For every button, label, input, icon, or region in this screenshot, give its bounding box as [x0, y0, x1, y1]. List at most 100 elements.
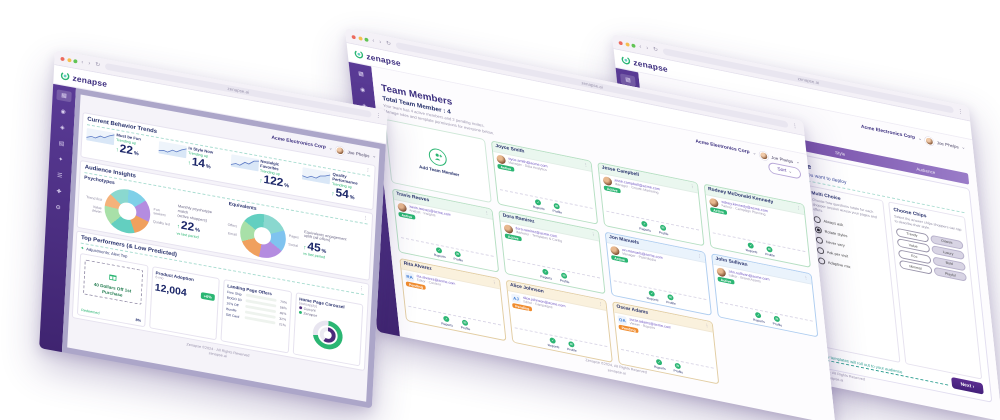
sidebar-item-trends[interactable]: ◉ — [60, 108, 66, 116]
profile-action[interactable]: ✉ Profile — [666, 293, 676, 306]
reports-action[interactable]: ✓ Reports — [441, 315, 454, 329]
profile-action[interactable]: ✉ Profile — [460, 319, 471, 332]
chevron-down-icon: ⌄ — [788, 168, 793, 174]
reports-action[interactable]: ✓ Reports — [547, 337, 560, 350]
reports-action[interactable]: ✓ Reports — [653, 359, 666, 372]
card-more-icon[interactable]: ⋮ — [704, 322, 710, 328]
card-more-icon[interactable]: ⋮ — [491, 278, 497, 285]
sidebar-item-offers[interactable]: ▤ — [58, 140, 65, 148]
reports-action[interactable]: ✓ Reports — [540, 268, 553, 281]
reports-action[interactable]: ✓ Reports — [639, 220, 652, 233]
donut-label: Email — [227, 231, 237, 238]
profile-action[interactable]: ✉ Profile — [772, 315, 783, 327]
user-menu[interactable]: Joe Phelps — [347, 149, 370, 158]
card-more-icon[interactable]: ⋮ — [583, 161, 589, 168]
avatar-initials: OA — [617, 314, 628, 325]
radio-icon[interactable] — [817, 247, 825, 255]
add-team-member-card[interactable]: Add Team Member — [384, 118, 492, 203]
browser-menu-icon[interactable]: ⋮ — [791, 123, 799, 131]
app-header: zenapse — [53, 65, 387, 145]
profile-action[interactable]: ✉ Profile — [453, 250, 464, 263]
forward-icon[interactable]: › — [378, 39, 383, 46]
metric-tile: Must be Fun Trending up ↑ 22% — [85, 127, 153, 166]
browser-menu-icon[interactable]: ⋮ — [375, 113, 382, 120]
card-more-icon[interactable]: ⋮ — [796, 204, 801, 211]
profile-action[interactable]: ✉ Profile — [552, 202, 563, 215]
sidebar-item-settings[interactable]: ⚙ — [55, 204, 61, 212]
refresh-icon[interactable]: ↻ — [385, 40, 393, 48]
stat-card[interactable]: Product Adoption 6 mo 12,004 +6% — [148, 265, 220, 341]
ring-card[interactable]: Home Page Carousel (autoapply) Current Z… — [292, 291, 364, 367]
audience-more-icon[interactable]: ⋮ — [362, 214, 369, 222]
avatar-initials: RA — [404, 271, 415, 282]
back-icon[interactable]: ‹ — [372, 37, 376, 44]
user-menu[interactable]: Joe Phelps — [936, 139, 959, 150]
user-caret-icon: ⌄ — [795, 159, 800, 165]
donut-label: Fun seekers — [153, 207, 166, 218]
reports-action[interactable]: ✓ Reports — [433, 246, 446, 259]
profile-action[interactable]: ✉ Profile — [765, 245, 775, 258]
card-more-icon[interactable]: ⋮ — [803, 274, 809, 280]
card-more-icon[interactable]: ⋮ — [697, 252, 702, 259]
profile-action[interactable]: ✉ Profile — [559, 271, 570, 284]
bars-card[interactable]: Landing Page Offers Free Ship 70% BOGO 50… — [220, 278, 292, 354]
user-avatar[interactable] — [335, 145, 345, 156]
avatar — [609, 245, 620, 256]
reports-action[interactable]: ✓ Reports — [646, 289, 659, 302]
sidebar-item-home[interactable]: ▦ — [56, 89, 72, 103]
card-more-icon[interactable]: ⋮ — [598, 300, 603, 307]
sidebar-item-pages[interactable]: ✦ — [57, 156, 64, 164]
ring-chart — [311, 317, 344, 352]
traffic-lights[interactable] — [351, 34, 369, 42]
back-icon[interactable]: ‹ — [639, 43, 643, 50]
org-caret-icon: ⌄ — [328, 145, 333, 151]
bar-value: 56% — [279, 305, 287, 311]
trends-more-icon[interactable]: ⋮ — [365, 167, 371, 174]
legend-swatch-zenapse — [298, 310, 302, 315]
card-more-icon[interactable]: ⋮ — [590, 231, 596, 237]
card-more-icon[interactable]: ⋮ — [689, 183, 695, 189]
card-more-icon[interactable]: ⋮ — [484, 209, 490, 216]
radio-icon[interactable] — [818, 257, 826, 265]
reports-action[interactable]: ✓ Reports — [752, 311, 765, 324]
reports-action[interactable]: ✓ Reports — [745, 241, 758, 254]
avatar — [708, 197, 719, 208]
coupon-footer-left: Redeemed — [81, 308, 100, 316]
performers-more-icon[interactable]: ⋮ — [359, 285, 365, 293]
up-arrow-icon: ↑ — [259, 178, 263, 185]
sidebar-item-trends[interactable]: ◉ — [359, 87, 366, 94]
refresh-icon[interactable]: ↻ — [95, 62, 102, 69]
sidebar-item-audience[interactable]: ◈ — [59, 124, 65, 132]
next-button[interactable]: Next › — [951, 377, 984, 395]
forward-icon[interactable]: › — [88, 60, 92, 67]
forward-icon[interactable]: › — [645, 45, 650, 52]
profile-action[interactable]: ✉ Profile — [567, 341, 577, 354]
traffic-lights[interactable] — [618, 40, 636, 48]
coupon-card[interactable]: 40 Dollars Off 1st Purchase Redeemed 8% — [76, 252, 149, 328]
profile-action[interactable]: ✉ Profile — [658, 223, 669, 236]
radio-icon[interactable] — [813, 216, 821, 224]
reports-action[interactable]: ✓ Reports — [532, 198, 545, 211]
avatar — [496, 154, 506, 165]
sidebar-item-home[interactable]: ▦ — [357, 71, 365, 78]
radio-icon[interactable] — [816, 236, 824, 245]
browser-menu-icon[interactable]: ⋮ — [957, 108, 964, 116]
zenapse-wordmark: zenapse — [632, 57, 669, 74]
avatar — [397, 201, 408, 213]
donut-label: Value driven — [91, 205, 102, 215]
refresh-icon[interactable]: ↻ — [652, 46, 660, 54]
user-avatar[interactable] — [758, 150, 769, 161]
profile-action[interactable]: ✉ Profile — [673, 362, 684, 375]
sidebar-item-insights[interactable]: ☰ — [56, 172, 63, 180]
sparkle-icon: ✦ — [80, 245, 85, 251]
sidebar-item-team[interactable]: ✚ — [56, 188, 62, 196]
metric-suffix: % — [349, 194, 355, 202]
metric-suffix: % — [205, 163, 211, 171]
radio-icon[interactable] — [814, 226, 822, 234]
choose-chips-panel: Choose Chips Select the answer chips sho… — [887, 201, 983, 380]
user-avatar[interactable] — [924, 135, 935, 146]
back-icon[interactable]: ‹ — [81, 59, 85, 66]
traffic-lights[interactable] — [60, 56, 78, 64]
legend-swatch-current — [298, 306, 302, 310]
